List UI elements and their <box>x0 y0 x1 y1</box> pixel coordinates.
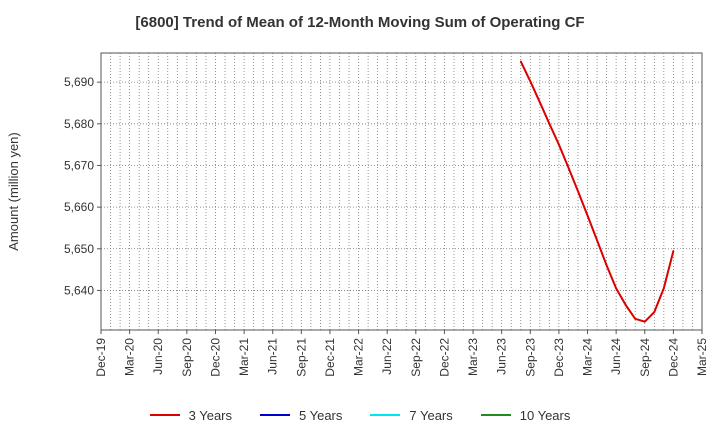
legend: 3 Years 5 Years 7 Years 10 Years <box>0 404 720 426</box>
x-tick-label: Jun-21 <box>266 338 280 375</box>
legend-label: 5 Years <box>299 407 343 423</box>
y-tick-label: 5,640 <box>64 283 94 297</box>
data-point <box>605 264 608 267</box>
legend-label: 3 Years <box>188 407 232 423</box>
x-tick-label: Dec-23 <box>552 338 566 377</box>
data-point <box>558 143 560 146</box>
data-point <box>663 287 665 290</box>
chart-title: [6800] Trend of Mean of 12-Month Moving … <box>135 14 585 31</box>
data-point <box>634 317 637 320</box>
x-tick-label: Mar-23 <box>466 338 480 376</box>
data-point <box>567 166 570 169</box>
y-tick-label: 5,690 <box>64 75 94 89</box>
data-point <box>643 320 646 323</box>
legend-item: 3 Years <box>149 404 232 426</box>
x-tick-label: Jun-24 <box>609 338 623 375</box>
x-tick-label: Sep-22 <box>409 338 423 377</box>
data-point <box>548 123 551 125</box>
y-axis-label: Amount (million yen) <box>6 132 21 251</box>
y-tick-label: 5,650 <box>64 242 94 256</box>
legend-item: 10 Years <box>480 404 571 426</box>
data-point <box>624 304 627 306</box>
legend-swatch <box>260 414 290 416</box>
legend-swatch <box>480 414 511 416</box>
x-tick-label: Jun-20 <box>151 338 165 375</box>
data-point <box>519 60 522 63</box>
data-point <box>586 214 589 217</box>
x-tick-label: Mar-22 <box>352 338 366 376</box>
legend-label: 7 Years <box>409 407 453 423</box>
x-tick-label: Sep-21 <box>294 338 308 377</box>
x-tick-label: Sep-23 <box>523 338 537 377</box>
legend-item: 5 Years <box>260 404 342 426</box>
x-tick-label: Dec-20 <box>208 338 222 377</box>
data-point <box>653 311 656 313</box>
data-point <box>596 239 598 242</box>
data-point <box>539 101 541 103</box>
legend-label: 10 Years <box>519 407 571 423</box>
y-tick-label: 5,670 <box>64 158 94 172</box>
x-tick-label: Dec-19 <box>94 338 108 377</box>
y-tick-label: 5,660 <box>64 200 94 214</box>
x-tick-label: Jun-23 <box>495 338 509 375</box>
legend-swatch <box>149 414 180 416</box>
data-point <box>577 190 579 193</box>
data-point <box>672 250 675 252</box>
x-tick-label: Mar-24 <box>581 338 595 376</box>
x-tick-label: Sep-24 <box>638 338 652 377</box>
x-tick-label: Mar-25 <box>695 338 709 376</box>
data-point <box>615 287 617 290</box>
x-tick-label: Dec-21 <box>323 338 337 377</box>
x-tick-label: Mar-21 <box>237 338 251 376</box>
plot-area <box>100 52 703 331</box>
y-tick-label: 5,680 <box>64 117 94 131</box>
data-point <box>529 80 532 83</box>
legend-item: 7 Years <box>370 404 453 426</box>
legend-swatch <box>370 414 401 416</box>
x-tick-label: Sep-20 <box>180 338 194 377</box>
x-tick-label: Mar-20 <box>123 338 137 376</box>
x-tick-label: Dec-22 <box>437 338 451 377</box>
x-tick-label: Jun-22 <box>380 338 394 375</box>
x-tick-label: Dec-24 <box>666 338 680 377</box>
